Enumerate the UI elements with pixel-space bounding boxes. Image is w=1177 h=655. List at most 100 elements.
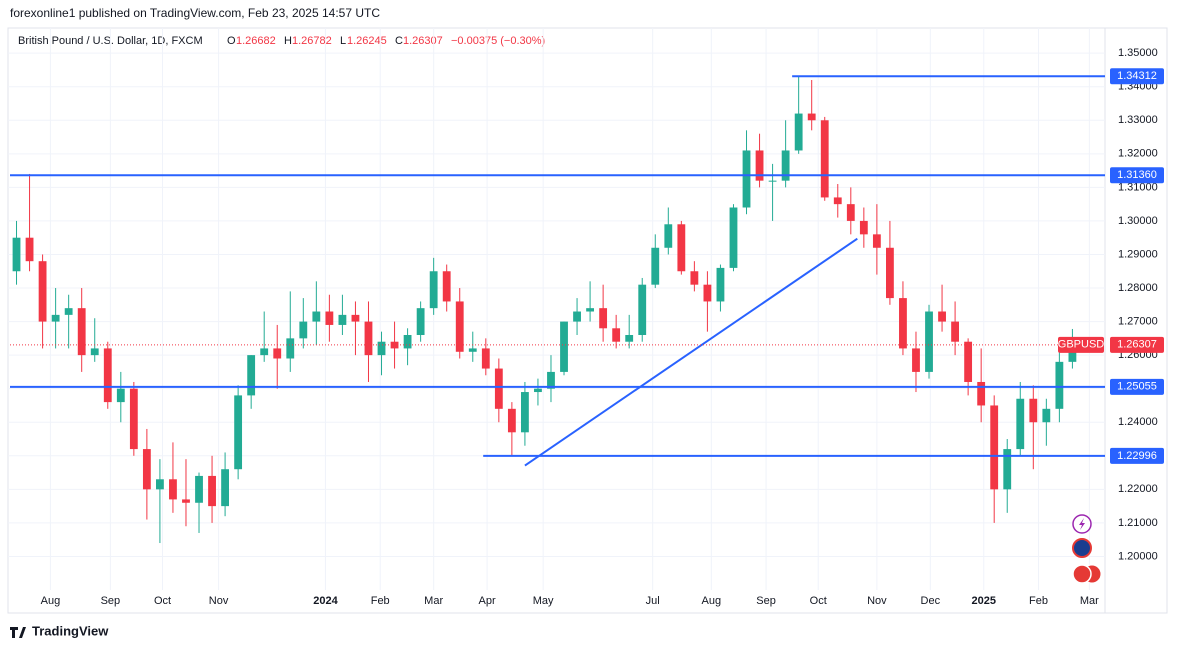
candle-body	[195, 475, 203, 503]
candle-body	[286, 338, 295, 359]
candle-body	[925, 311, 933, 372]
candle-body	[664, 224, 673, 248]
candle-body	[208, 475, 216, 507]
level-label-box	[1110, 68, 1164, 85]
candle-body	[599, 308, 608, 329]
candle-body	[677, 224, 686, 272]
gb-flag-icon[interactable]	[1072, 538, 1092, 558]
candle-body	[338, 314, 347, 325]
x-tick-label: Oct	[810, 595, 827, 607]
candle-body	[912, 348, 920, 372]
y-tick-label: 1.22000	[1118, 483, 1158, 495]
y-tick-label: 1.27000	[1118, 315, 1158, 327]
candle-body	[403, 335, 412, 349]
y-tick-label: 1.28000	[1118, 282, 1158, 294]
candle-body	[364, 321, 373, 356]
candle-body	[521, 392, 529, 433]
x-tick-label: Dec	[921, 595, 941, 607]
candle-body	[794, 113, 803, 151]
c-value: 1.26307	[403, 35, 443, 47]
trendline	[524, 237, 858, 467]
publisher: forexonline1 published on TradingView.co…	[10, 6, 380, 20]
candle-body	[951, 321, 959, 342]
candle-body	[64, 308, 73, 315]
candle-body	[182, 499, 190, 503]
candle-body	[260, 348, 269, 356]
h-value: 1.26782	[292, 35, 332, 47]
candle-body	[247, 355, 256, 396]
candle-body	[742, 150, 751, 208]
candle-body	[442, 271, 451, 302]
x-tick-label: Nov	[209, 595, 229, 607]
level-label: 1.31360	[1117, 169, 1157, 181]
l-value: 1.26245	[347, 35, 387, 47]
candle-body	[872, 234, 881, 248]
x-tick-label: Apr	[479, 595, 496, 607]
x-tick-label: Feb	[1029, 595, 1048, 607]
candle-body	[899, 298, 907, 349]
y-tick-label: 1.29000	[1118, 248, 1158, 260]
candle-body	[1055, 361, 1064, 409]
candle-body	[820, 120, 829, 198]
x-tick-label: Mar	[424, 595, 443, 607]
candle-body	[377, 341, 386, 356]
candle-body	[312, 311, 321, 322]
candle-body	[325, 311, 334, 325]
candle-body	[1003, 449, 1012, 490]
last-price-label: 1.26307	[1117, 339, 1157, 351]
us-flag-icon[interactable]	[1072, 564, 1092, 584]
x-tick-label: 2025	[972, 595, 996, 607]
candle-body	[625, 335, 634, 342]
x-tick-label: Sep	[101, 595, 121, 607]
candle-body	[25, 237, 34, 262]
candle-body	[169, 479, 177, 500]
o-label: O	[227, 35, 236, 47]
candle-body	[729, 207, 738, 268]
candle-body	[807, 113, 816, 121]
candle-body	[612, 328, 621, 342]
candle-body	[573, 311, 581, 322]
level-label-box	[1110, 378, 1164, 395]
level-label: 1.34312	[1117, 70, 1157, 82]
candle-body	[116, 388, 125, 403]
candle-body	[299, 321, 308, 339]
level-label: 1.22996	[1117, 450, 1157, 462]
x-tick-label: Feb	[371, 595, 390, 607]
candle-body	[1068, 344, 1077, 362]
candle-body	[494, 368, 503, 409]
candle-body	[156, 479, 164, 490]
candle-body	[455, 301, 464, 352]
change: −0.00375 (−0.30%)	[451, 35, 545, 47]
candle-body	[38, 261, 47, 322]
candle-body	[977, 381, 986, 406]
o-value: 1.26682	[236, 35, 276, 47]
candle-body	[51, 314, 60, 322]
candle-body	[938, 311, 946, 322]
y-tick-label: 1.33000	[1118, 114, 1158, 126]
x-tick-label: Nov	[867, 595, 887, 607]
ticker-box	[1058, 336, 1104, 353]
candle-body	[351, 314, 360, 322]
candle-body	[846, 204, 855, 221]
pane-border	[7, 27, 1168, 614]
candle-body	[12, 237, 21, 272]
candle-body	[468, 348, 477, 352]
candle-body	[273, 348, 282, 359]
candle-body	[716, 267, 725, 302]
x-tick-label: Oct	[154, 595, 171, 607]
candle-body	[90, 348, 99, 356]
l-label: L	[340, 35, 346, 47]
candle-body	[507, 408, 516, 433]
candle-body	[859, 220, 868, 235]
candle-body	[129, 388, 138, 450]
last-price-box	[1110, 336, 1164, 353]
candle-body	[833, 197, 842, 205]
y-tick-label: 1.30000	[1118, 215, 1158, 227]
footer-text: TradingView	[32, 623, 109, 638]
y-tick-label: 1.21000	[1118, 517, 1158, 529]
level-label-box	[1110, 447, 1164, 464]
icons	[1072, 514, 1102, 584]
x-tick-label: 2024	[313, 595, 338, 607]
candle-body	[547, 371, 555, 389]
candle-body	[755, 150, 764, 181]
